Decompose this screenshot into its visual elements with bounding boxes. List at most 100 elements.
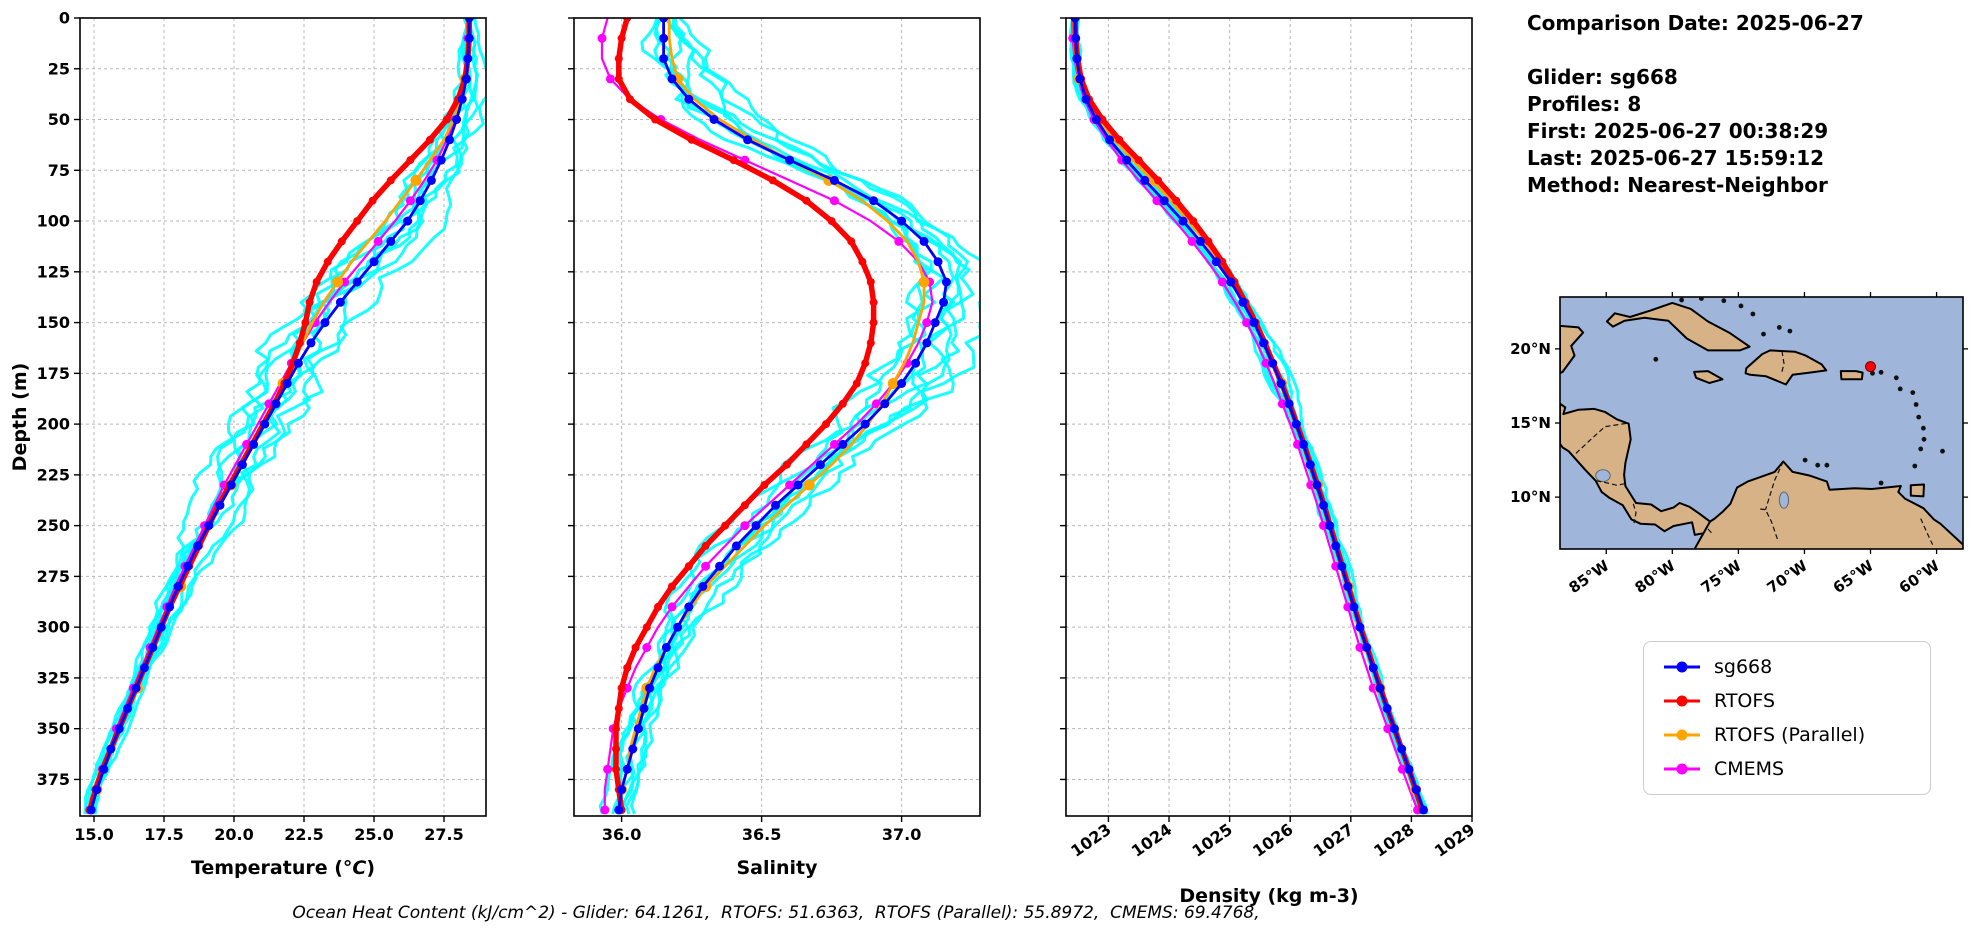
legend-marker-icon xyxy=(1664,661,1700,673)
country-border xyxy=(1764,461,1784,510)
map-lat-label: 15°N xyxy=(1510,414,1551,432)
small-island xyxy=(1918,446,1924,452)
raw-glider-profile xyxy=(611,18,928,815)
x-tick-label: 1029 xyxy=(1431,820,1478,861)
info-line: Method: Nearest-Neighbor xyxy=(1527,173,1828,197)
depth-tick-label: 325 xyxy=(37,668,70,687)
axes-frame xyxy=(573,17,981,817)
temperature-axis-label: Temperature (°C) xyxy=(191,857,375,879)
series-markers-sg668 xyxy=(614,18,951,815)
lake xyxy=(1595,469,1611,483)
landmass xyxy=(1744,349,1828,386)
x-tick-label: 1026 xyxy=(1249,820,1296,861)
x-tick-label: 1027 xyxy=(1310,820,1357,861)
lake xyxy=(1778,491,1790,509)
legend-item-rtofs-parallel-: RTOFS (Parallel) xyxy=(1662,724,1912,746)
series-line-sg668 xyxy=(1073,18,1425,811)
info-gap xyxy=(1527,37,1864,64)
legend-item-rtofs: RTOFS xyxy=(1662,690,1912,712)
series-markers-sg668 xyxy=(1070,18,1428,815)
map-canvas xyxy=(1560,297,1963,549)
depth-tick-label: 75 xyxy=(48,161,70,180)
small-island xyxy=(1802,457,1808,463)
map-lon-label: 65°W xyxy=(1830,556,1877,597)
info-line: Comparison Date: 2025-06-27 xyxy=(1527,11,1864,35)
raw-glider-profile xyxy=(93,18,486,815)
small-island xyxy=(1679,297,1684,303)
x-tick-label: 15.0 xyxy=(74,825,113,844)
small-island xyxy=(1916,414,1922,420)
depth-tick-label: 350 xyxy=(37,719,70,738)
legend-label: RTOFS (Parallel) xyxy=(1714,724,1866,746)
country-border xyxy=(1920,518,1934,545)
grid xyxy=(1066,17,1473,816)
x-tick-label: 20.0 xyxy=(214,825,253,844)
series-markers-RTOFS xyxy=(1071,18,1427,814)
series-line-sg668 xyxy=(617,18,948,811)
landmass xyxy=(1839,370,1864,381)
depth-tick-label: 150 xyxy=(37,313,70,332)
legend-label: CMEMS xyxy=(1714,758,1785,780)
small-island xyxy=(1699,297,1704,301)
x-tick-label: 25.0 xyxy=(354,825,393,844)
raw-glider-profile xyxy=(1070,18,1423,815)
small-island xyxy=(1721,298,1727,304)
raw-glider-profile xyxy=(91,18,480,815)
raw-glider-profile xyxy=(91,18,472,815)
small-island xyxy=(1893,375,1899,381)
country-border xyxy=(1596,480,1625,486)
series-line-CMEMS xyxy=(1071,18,1419,811)
x-tick-label: 17.5 xyxy=(144,825,183,844)
depth-tick-label: 25 xyxy=(48,59,70,78)
series-line-CMEMS xyxy=(600,18,934,810)
series-line-RTOFS xyxy=(613,18,877,811)
glider-location-marker xyxy=(1865,361,1877,373)
depth-tick-label: 0 xyxy=(59,9,70,28)
map-lon-label: 70°W xyxy=(1764,556,1811,597)
depth-tick-label: 250 xyxy=(37,516,70,535)
small-island xyxy=(1878,369,1884,375)
landmass xyxy=(1693,460,1963,549)
depth-tick-label: 175 xyxy=(37,364,70,383)
country-border xyxy=(1760,508,1779,541)
legend-marker-icon xyxy=(1664,729,1700,741)
depth-tick-label: 125 xyxy=(37,262,70,281)
small-island xyxy=(1750,311,1756,317)
axis-ticks xyxy=(1060,17,1473,822)
raw-glider-profile xyxy=(1071,18,1427,815)
info-line: Profiles: 8 xyxy=(1527,92,1642,116)
series-line-sg668 xyxy=(89,18,471,811)
x-tick-label: 1024 xyxy=(1128,820,1175,861)
small-island xyxy=(1824,462,1830,468)
raw-glider-profile xyxy=(1071,18,1426,815)
landmass xyxy=(1560,402,1711,536)
series-markers-RTOFS (Parallel) xyxy=(91,73,471,796)
depth-tick-label: 300 xyxy=(37,618,70,637)
small-island xyxy=(1921,436,1927,442)
map-lon-label: 75°W xyxy=(1698,556,1745,597)
small-island xyxy=(1776,325,1782,330)
axis-ticks xyxy=(74,17,445,822)
info-line: Glider: sg668 xyxy=(1527,65,1678,89)
small-island xyxy=(1940,448,1945,454)
axes-frame xyxy=(79,17,487,817)
country-border xyxy=(1706,521,1713,534)
raw-glider-profile xyxy=(1073,18,1429,815)
raw-glider-profile xyxy=(1071,18,1426,815)
x-tick-label: 1025 xyxy=(1189,820,1236,861)
raw-glider-profile xyxy=(630,18,956,815)
x-tick-label: 36.0 xyxy=(602,825,641,844)
map-lat-label: 10°N xyxy=(1510,488,1551,506)
raw-glider-profile xyxy=(1071,18,1423,815)
raw-glider-profile xyxy=(91,18,475,815)
map-lon-label: 85°W xyxy=(1565,556,1612,597)
salinity-panel: 36.0 36.5 37.0 Salinity xyxy=(568,17,981,879)
depth-tick-label: 375 xyxy=(37,770,70,789)
small-island xyxy=(1878,480,1884,486)
ohc-caption: Ocean Heat Content (kJ/cm^2) - Glider: 6… xyxy=(292,903,1260,923)
legend-marker-icon xyxy=(1664,763,1700,775)
depth-axis-label: Depth (m) xyxy=(9,363,31,472)
legend: sg668 RTOFS RTOFS (Parallel) CMEMS xyxy=(1643,641,1931,795)
